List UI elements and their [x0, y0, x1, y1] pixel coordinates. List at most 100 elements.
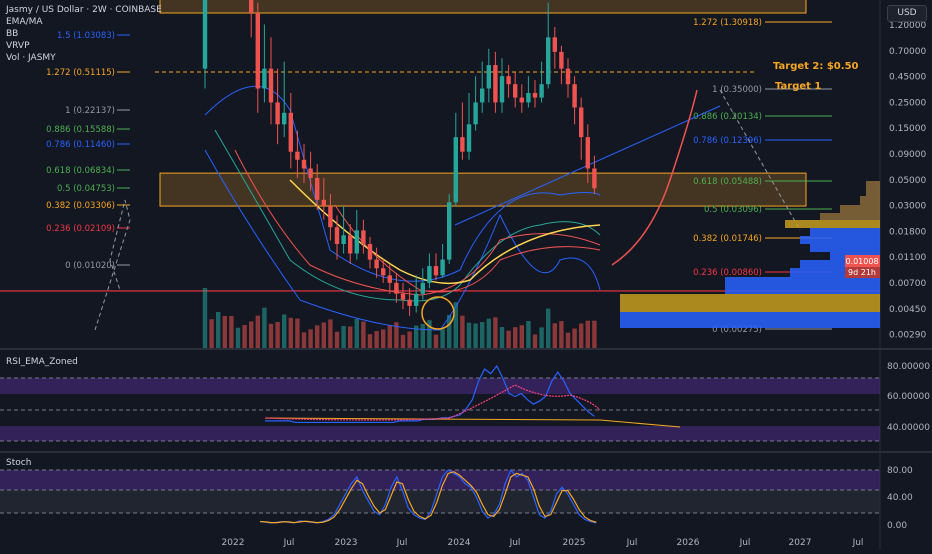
candle-body: [559, 51, 564, 69]
volume-bar: [348, 326, 353, 348]
rsi-tick-label: 40.00000: [887, 423, 930, 433]
volume-bar: [255, 315, 260, 348]
volume-bar: [268, 323, 274, 348]
volume-bar: [229, 316, 234, 348]
price-tick-label: 0.01800: [889, 227, 926, 237]
price-tick-label: 0.05000: [889, 176, 926, 186]
volume-bar: [585, 320, 590, 348]
indicator-bb[interactable]: BB: [6, 29, 19, 39]
candle-body: [301, 159, 307, 169]
volume-bar: [420, 324, 425, 348]
candle-body: [552, 37, 557, 52]
candle-body: [486, 65, 491, 89]
stoch-pane-title: Stoch: [6, 458, 32, 468]
volume-bar: [235, 327, 241, 348]
volume-profile-bar: [800, 260, 880, 268]
time-tick-label: 2027: [789, 538, 812, 548]
bottom-highlight-circle: [421, 296, 455, 330]
rsi-tick-label: 60.00000: [887, 392, 930, 402]
volume-profile-bar: [840, 205, 880, 213]
candle-body: [249, 0, 254, 13]
candle-body: [367, 244, 373, 260]
volume-bar: [288, 317, 293, 348]
stoch-d-line: [259, 471, 597, 524]
candle-body: [440, 259, 445, 276]
volume-bar: [275, 322, 280, 348]
volume-bar: [499, 327, 505, 348]
volume-bar: [282, 314, 287, 348]
candle-body: [308, 168, 313, 178]
rsi-oversold-zone: [0, 426, 880, 441]
bb-upper: [204, 85, 601, 282]
ma-red: [334, 204, 601, 293]
time-tick-label: 2026: [677, 538, 700, 548]
fib-right-label: 0 (0.00275): [712, 325, 762, 335]
time-tick-label: Jul: [283, 538, 295, 548]
volume-bar: [519, 325, 524, 348]
time-tick-label: Jul: [509, 538, 521, 548]
volume-bar: [209, 319, 214, 348]
time-tick-label: Jul: [739, 538, 751, 548]
current-price-tag: [845, 255, 880, 267]
volume-bar: [361, 321, 366, 348]
candle-body: [427, 266, 432, 283]
rsi-divergence-line: [264, 417, 681, 428]
price-tick-label: 0.01100: [889, 253, 926, 263]
stoch-tick-label: 40.00: [887, 493, 913, 503]
candle-body: [321, 199, 326, 207]
indicator-volume[interactable]: Vol · JASMY: [6, 53, 56, 63]
volume-bar: [460, 315, 465, 348]
indicator-vrvp[interactable]: VRVP: [6, 41, 30, 51]
target1-label: Target 1: [775, 81, 822, 92]
volume-bar: [387, 325, 392, 348]
candle-body: [453, 137, 458, 203]
volume-bar: [295, 318, 300, 348]
volume-profile-bar: [866, 181, 880, 196]
time-tick-label: Jul: [396, 538, 408, 548]
candle-body: [407, 299, 412, 306]
volume-bar: [315, 325, 320, 348]
volume-bar: [374, 331, 379, 348]
indicator-ema-ma[interactable]: EMA/MA: [6, 17, 43, 27]
candle-body: [394, 282, 399, 294]
candle-body: [295, 151, 300, 160]
candle-body: [288, 112, 293, 152]
candle-body: [420, 282, 425, 294]
volume-bar: [552, 323, 557, 348]
rsi-line: [265, 364, 595, 424]
candle-body: [460, 137, 465, 152]
volume-profile-bar: [820, 213, 880, 220]
candle-body: [532, 92, 538, 98]
candle-body: [572, 84, 577, 108]
ema-mid: [234, 149, 601, 296]
fib-right-label: 0.886 (0.20134): [693, 112, 762, 122]
candle-body: [374, 259, 379, 269]
volume-profile-bar: [800, 236, 880, 244]
volume-bar: [447, 314, 452, 348]
volume-bar: [216, 312, 221, 348]
volume-bar: [480, 322, 485, 348]
time-tick-label: 2023: [335, 538, 358, 548]
volume-bar: [202, 288, 208, 348]
price-tick-label: 0.25000: [889, 98, 926, 108]
volume-bar: [433, 334, 439, 348]
volume-bar: [407, 331, 412, 348]
volume-bar: [308, 329, 313, 348]
volume-bar: [506, 330, 511, 348]
fib-left-label: 0.618 (0.06834): [46, 166, 115, 176]
volume-bar: [526, 321, 531, 348]
candle-body: [506, 76, 511, 85]
volume-bar: [321, 322, 326, 348]
price-tick-label: 0.09000: [889, 150, 926, 160]
volume-bar: [546, 308, 551, 348]
candle-body: [447, 202, 452, 260]
candle-body: [315, 177, 320, 200]
volume-bar: [400, 334, 406, 348]
stoch-overbought-zone: [0, 470, 880, 490]
volume-bar: [473, 323, 478, 348]
rsi-overbought-zone: [0, 378, 880, 394]
currency-button[interactable]: USD: [887, 5, 927, 22]
volume-bar: [414, 325, 419, 348]
candle-body: [400, 293, 406, 300]
